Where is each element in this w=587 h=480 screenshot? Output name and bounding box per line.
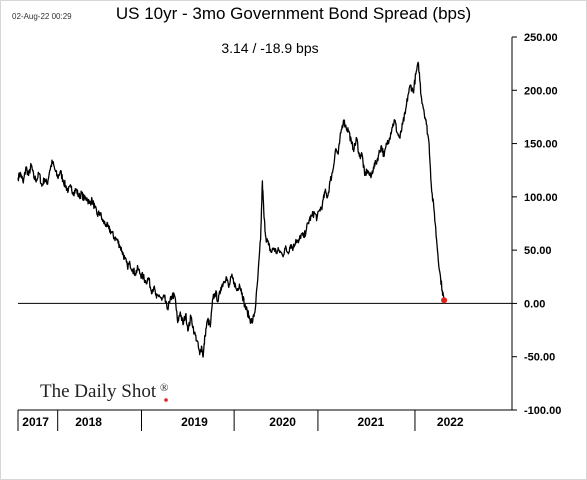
x-tick-label: 2019 [181, 415, 208, 429]
x-tick-label: 2021 [358, 415, 385, 429]
last-point-marker [441, 297, 448, 304]
series-line [17, 61, 445, 358]
x-tick-label: 2022 [437, 415, 464, 429]
x-tick-label: 2017 [22, 415, 49, 429]
x-tick-label: 2020 [269, 415, 296, 429]
y-tick-label: 100.00 [524, 192, 558, 204]
y-tick-label: -50.00 [524, 352, 555, 364]
brand-logo: The Daily Shot [40, 381, 157, 402]
timestamp: 02-Aug-22 00:29 [12, 12, 72, 21]
chart-subtitle: 3.14 / -18.9 bps [221, 40, 319, 56]
y-tick-label: 0.00 [524, 298, 545, 310]
y-tick-label: 200.00 [524, 85, 558, 97]
y-tick-label: 50.00 [524, 245, 552, 257]
chart-title: US 10yr - 3mo Government Bond Spread (bp… [115, 4, 472, 23]
x-tick-label: 2018 [75, 415, 102, 429]
y-tick-label: 150.00 [524, 139, 558, 151]
plot-area: 250.00 200.00 150.00 100.00 50.00 0.00 -50.00 -… [17, 32, 561, 431]
brand-registered-mark: ® [160, 382, 169, 394]
y-tick-label: 250.00 [524, 32, 558, 44]
y-tick-label: -100.00 [524, 405, 561, 417]
brand-dot [164, 398, 168, 402]
